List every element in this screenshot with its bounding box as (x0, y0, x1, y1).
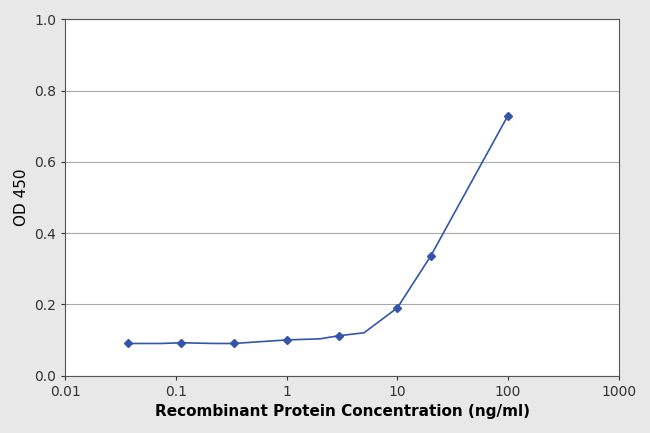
Y-axis label: OD 450: OD 450 (14, 169, 29, 226)
X-axis label: Recombinant Protein Concentration (ng/ml): Recombinant Protein Concentration (ng/ml… (155, 404, 530, 419)
